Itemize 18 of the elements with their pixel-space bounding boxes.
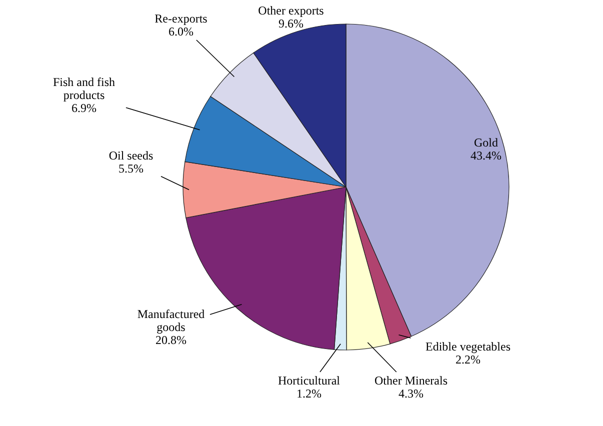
data-label: 6.9% <box>72 101 96 115</box>
data-label: 20.8% <box>156 333 186 347</box>
slice-label: Manufactured goods <box>137 307 205 334</box>
slice-label: Horticultural <box>278 374 341 388</box>
slice-label: Other Minerals <box>374 374 448 388</box>
data-label: 43.4% <box>470 148 502 162</box>
slice-label: Edible vegetables <box>426 340 511 354</box>
slice-label: Other exports <box>258 4 324 18</box>
data-label: 4.3% <box>398 386 424 400</box>
data-label: 2.2% <box>456 352 480 366</box>
data-label: 6.0% <box>168 24 194 38</box>
slice-label: Oil seeds <box>108 148 154 162</box>
data-label: 5.5% <box>118 162 144 176</box>
slice-label: Re-exports <box>154 12 208 26</box>
slice-label: Gold <box>474 136 498 150</box>
slice-label: Fish and fish products <box>52 75 116 102</box>
data-label: 9.6% <box>278 16 304 30</box>
data-label: 1.2% <box>296 386 322 400</box>
